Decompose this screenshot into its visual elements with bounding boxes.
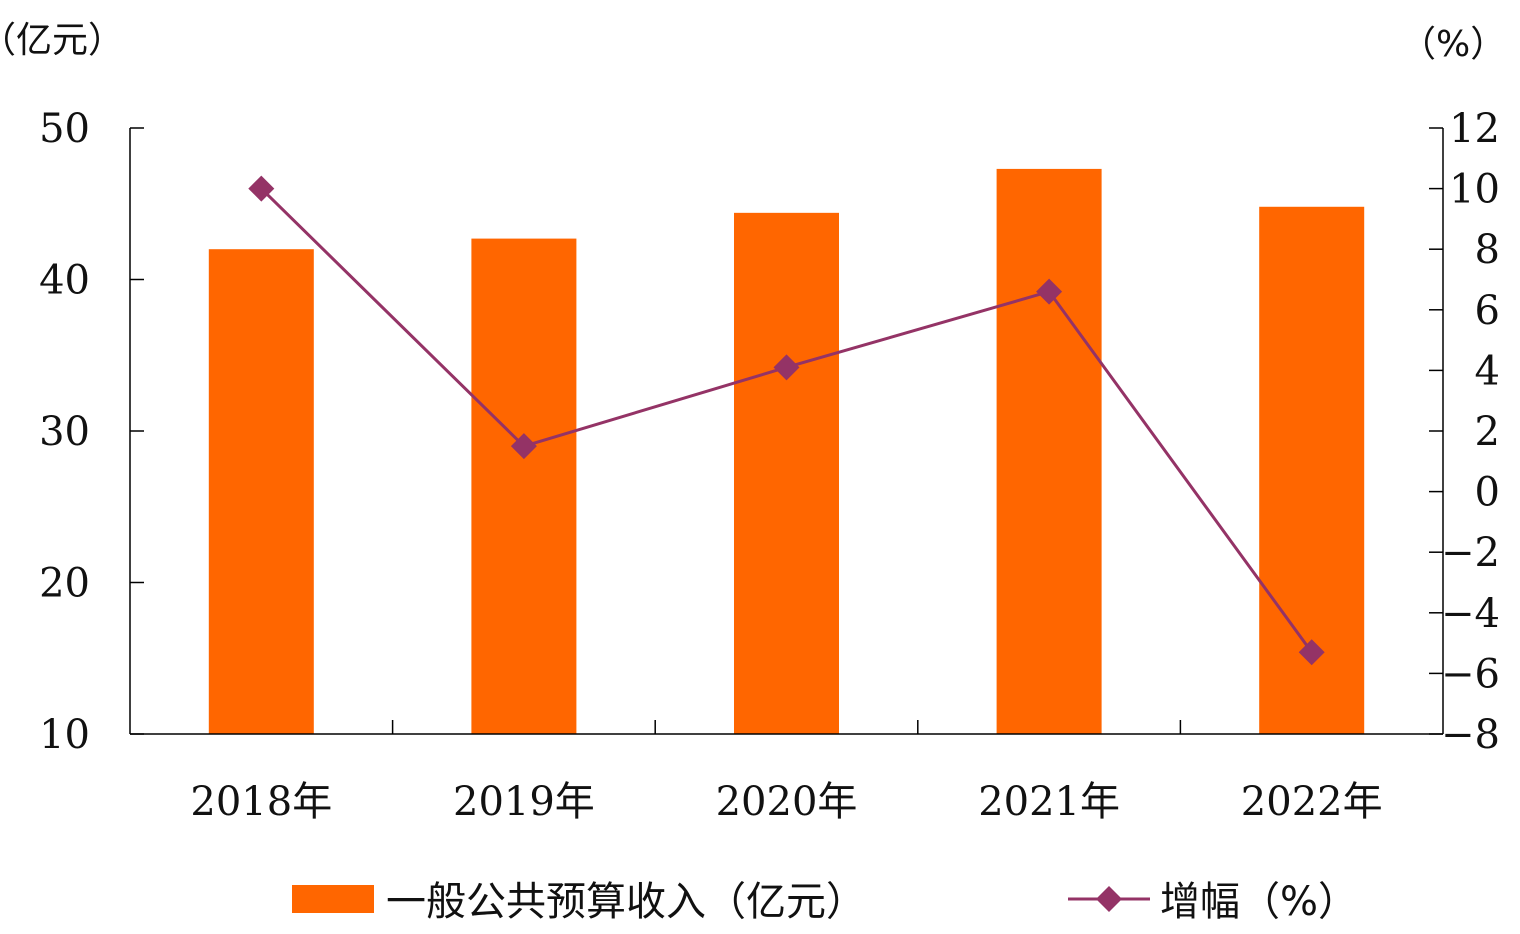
left-tick-label: 40	[39, 258, 90, 304]
bar-2020年	[734, 212, 839, 735]
legend-swatch-bar	[292, 885, 374, 913]
left-axis-unit-label: （亿元）	[0, 20, 124, 61]
right-axis-unit-label: （%）	[1400, 24, 1506, 65]
right-tick-label: −6	[1441, 651, 1500, 697]
x-tick-label: 2020年	[716, 779, 858, 825]
x-tick-label: 2022年	[1241, 779, 1383, 825]
right-tick-label: 6	[1475, 288, 1500, 334]
growth-point-2019年	[510, 433, 537, 460]
growth-point-2022年	[1298, 639, 1325, 666]
right-tick-label: −2	[1441, 530, 1500, 576]
legend: 一般公共预算收入（亿元） 增幅（%）	[292, 879, 1358, 925]
right-tick-label: −4	[1441, 591, 1500, 637]
growth-point-2021年	[1036, 278, 1063, 305]
legend-label-bar: 一般公共预算收入（亿元）	[386, 879, 866, 925]
left-tick-label: 10	[39, 712, 90, 758]
right-tick-label: 10	[1449, 167, 1500, 213]
growth-point-2020年	[773, 354, 800, 381]
axes: 10 20 30 40 50 −8 −6 −4 −2 0 2 4 6 8 10 12 2018年 2019年 202…	[39, 106, 1500, 825]
left-tick-label: 30	[39, 409, 90, 455]
legend-label-line: 增幅（%）	[1160, 879, 1358, 925]
bar-2021年	[996, 168, 1102, 734]
x-tick-label: 2018年	[190, 779, 332, 825]
left-tick-label: 50	[39, 106, 90, 152]
left-tick-label: 20	[39, 561, 90, 607]
growth-point-2018年	[248, 175, 275, 202]
bar-2019年	[471, 238, 577, 734]
legend-swatch-marker	[1096, 886, 1122, 912]
right-tick-label: 8	[1475, 227, 1500, 273]
x-tick-label: 2019年	[453, 779, 595, 825]
right-tick-label: 0	[1475, 470, 1500, 516]
right-tick-label: −8	[1441, 712, 1500, 758]
bar-2018年	[208, 249, 314, 734]
right-tick-label: 12	[1449, 106, 1500, 152]
bar-series	[208, 168, 1365, 735]
x-tick-label: 2021年	[978, 779, 1120, 825]
right-tick-label: 4	[1475, 348, 1500, 394]
right-tick-label: 2	[1475, 409, 1500, 455]
line-series	[248, 175, 1325, 666]
